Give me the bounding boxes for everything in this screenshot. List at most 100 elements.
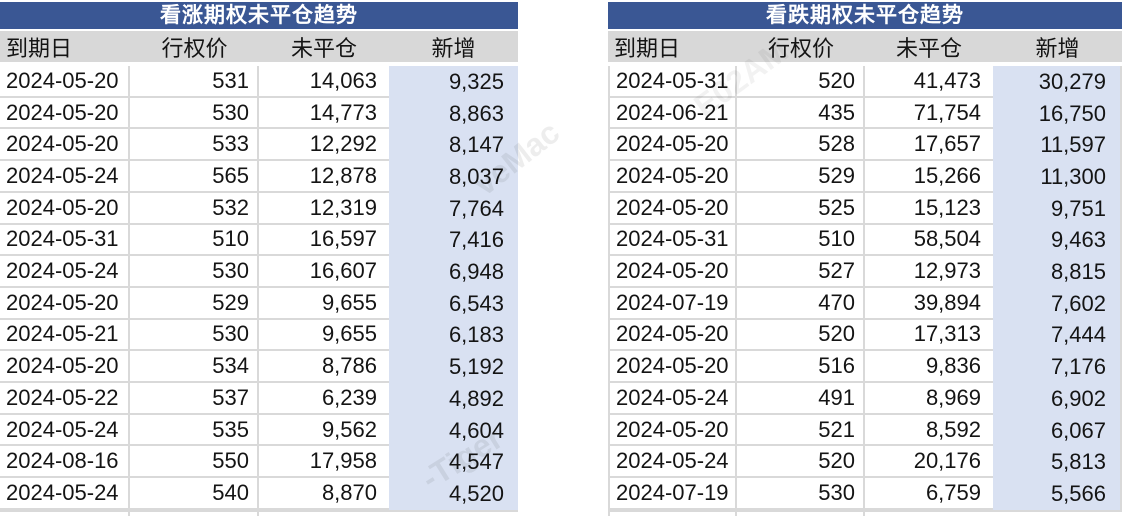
table-row: 2024-05-20 525 15,123 9,751 (608, 192, 1122, 225)
open-interest-cell: 16,597 (259, 224, 389, 257)
open-interest-cell: 17,958 (259, 446, 389, 479)
open-interest-cell: 8,592 (865, 414, 993, 447)
open-interest-cell: 6,759 (865, 478, 993, 510)
expiry-cell: 2024-05-20 (608, 129, 737, 162)
new-added-cell: 6,902 (993, 383, 1122, 415)
strike-cell: 529 (737, 161, 865, 193)
table-row: 2024-05-20 534 8,786 5,192 (0, 351, 518, 384)
strike-cell: 530 (130, 256, 259, 288)
new-added-cell: 4,892 (389, 383, 518, 415)
strike-cell: 534 (130, 351, 259, 384)
table-row: 2024-05-20 527 12,973 8,815 (608, 256, 1122, 288)
expiry-cell: 2024-08-16 (0, 446, 130, 479)
table-row: 2024-07-19 470 39,894 7,602 (608, 287, 1122, 320)
expiry-cell: 2024-05-31 (0, 224, 130, 257)
expiry-cell: 2024-05-24 (608, 383, 737, 415)
open-interest-cell: 17,657 (865, 129, 993, 162)
new-added-cell: 8,147 (389, 129, 518, 162)
expiry-cell: 2024-05-20 (608, 256, 737, 288)
open-interest-cell: 6,239 (259, 383, 389, 415)
new-added-cell: 6,948 (389, 256, 518, 288)
table-row: 2024-05-20 530 14,773 8,863 (0, 97, 518, 130)
table-body: 2024-05-31 520 41,473 30,279 2024-06-21 … (608, 66, 1122, 510)
column-header-row: 到期日 行权价 未平仓 新增 (0, 31, 518, 62)
open-interest-cell: 12,292 (259, 129, 389, 162)
strike-cell: 520 (737, 66, 865, 98)
open-interest-cell: 14,063 (259, 66, 389, 98)
strike-cell: 565 (130, 161, 259, 193)
open-interest-cell: 16,607 (259, 256, 389, 288)
new-added-cell: 8,863 (389, 97, 518, 130)
strike-cell: 532 (130, 192, 259, 225)
open-interest-cell: 39,894 (865, 287, 993, 320)
new-added-cell: 9,751 (993, 192, 1122, 225)
table-row: 2024-05-21 530 9,655 6,183 (0, 319, 518, 352)
table-row: 2024-05-31 510 58,504 9,463 (608, 224, 1122, 257)
expiry-cell: 2024-05-20 (608, 351, 737, 384)
column-header-strike: 行权价 (161, 36, 228, 61)
new-added-cell: 5,813 (993, 446, 1122, 479)
open-interest-cell: 71,754 (865, 97, 993, 130)
put-options-table: 看跌期权未平仓趋势 到期日 行权价 未平仓 新增 2024-05-31 520 … (608, 2, 1122, 516)
table-row: 2024-05-20 533 12,292 8,147 (0, 129, 518, 162)
new-added-cell: 30,279 (993, 66, 1122, 98)
expiry-cell: 2024-05-20 (0, 192, 130, 225)
new-added-cell: 6,543 (389, 287, 518, 320)
expiry-cell: 2024-05-20 (608, 319, 737, 352)
column-header-new-added: 新增 (1035, 36, 1080, 61)
strike-cell: 521 (737, 414, 865, 447)
open-interest-cell: 15,266 (865, 161, 993, 193)
open-interest-cell: 12,973 (865, 256, 993, 288)
open-interest-cell: 20,176 (865, 446, 993, 479)
new-added-cell: 9,325 (389, 66, 518, 98)
new-added-cell: 7,764 (389, 192, 518, 225)
table-body: 2024-05-20 531 14,063 9,325 2024-05-20 5… (0, 66, 518, 510)
strike-cell: 520 (737, 446, 865, 479)
column-header-row: 到期日 行权价 未平仓 新增 (608, 31, 1122, 62)
open-interest-cell: 14,773 (259, 97, 389, 130)
new-added-cell: 5,192 (389, 351, 518, 384)
expiry-cell: 2024-05-21 (0, 319, 130, 352)
strike-cell: 540 (130, 478, 259, 510)
strike-cell: 527 (737, 256, 865, 288)
table-row: 2024-05-20 529 15,266 11,300 (608, 161, 1122, 193)
open-interest-cell: 8,786 (259, 351, 389, 384)
expiry-cell: 2024-05-31 (608, 66, 737, 98)
expiry-cell: 2024-05-20 (0, 287, 130, 320)
expiry-cell: 2024-06-21 (608, 97, 737, 130)
open-interest-cell: 15,123 (865, 192, 993, 225)
table-row: 2024-05-24 565 12,878 8,037 (0, 161, 518, 193)
new-added-cell: 11,300 (993, 161, 1122, 193)
strike-cell: 529 (130, 287, 259, 320)
new-added-cell: 7,176 (993, 351, 1122, 384)
expiry-cell: 2024-05-31 (608, 224, 737, 257)
table-row: 2024-05-24 535 9,562 4,604 (0, 414, 518, 447)
expiry-cell: 2024-05-24 (0, 161, 130, 193)
expiry-cell: 2024-05-24 (0, 478, 130, 510)
table-row: 2024-05-31 520 41,473 30,279 (608, 66, 1122, 98)
expiry-cell: 2024-07-19 (608, 287, 737, 320)
table-row: 2024-05-20 520 17,313 7,444 (608, 319, 1122, 352)
new-added-cell: 5,566 (993, 478, 1122, 510)
open-interest-cell: 12,319 (259, 192, 389, 225)
new-added-cell: 7,416 (389, 224, 518, 257)
expiry-cell: 2024-05-20 (0, 97, 130, 130)
expiry-cell: 2024-05-20 (0, 66, 130, 98)
table-row: 2024-05-24 520 20,176 5,813 (608, 446, 1122, 479)
strike-cell: 435 (737, 97, 865, 130)
table-row: 2024-05-24 491 8,969 6,902 (608, 383, 1122, 415)
strike-cell: 528 (737, 129, 865, 162)
expiry-cell: 2024-05-24 (0, 256, 130, 288)
table-title: 看跌期权未平仓趋势 (608, 2, 1122, 29)
new-added-cell: 4,604 (389, 414, 518, 447)
expiry-cell: 2024-05-20 (0, 351, 130, 384)
table-row: 2024-05-20 516 9,836 7,176 (608, 351, 1122, 384)
new-added-cell: 4,547 (389, 446, 518, 479)
strike-cell: 530 (130, 319, 259, 352)
table-row: 2024-06-21 435 71,754 16,750 (608, 97, 1122, 130)
clipped-next-row (0, 509, 518, 516)
open-interest-cell: 9,836 (865, 351, 993, 384)
strike-cell: 533 (130, 129, 259, 162)
open-interest-cell: 8,870 (259, 478, 389, 510)
table-row: 2024-05-20 521 8,592 6,067 (608, 414, 1122, 447)
